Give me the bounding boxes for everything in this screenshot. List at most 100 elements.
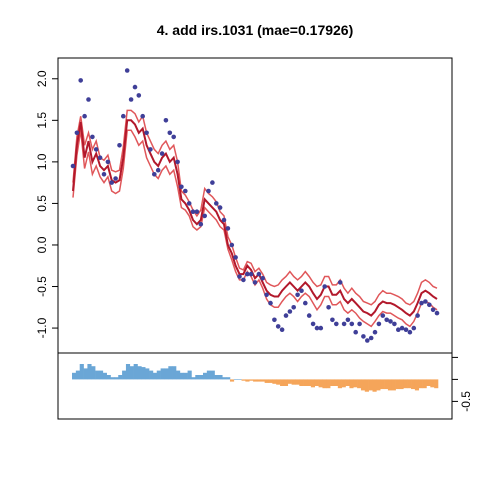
residual-bar (295, 379, 300, 385)
data-point (97, 155, 103, 160)
data-point (403, 327, 409, 333)
residual-bar (137, 366, 142, 380)
residual-bar (218, 375, 223, 380)
residual-bar (102, 372, 107, 380)
data-point (392, 321, 397, 327)
data-point (322, 284, 328, 289)
data-point (287, 309, 293, 314)
data-point (152, 172, 157, 177)
residual-bar (75, 370, 80, 380)
y-tick-label: 0.0 (35, 236, 49, 253)
data-point (159, 151, 165, 156)
data-point (388, 319, 393, 324)
data-point (264, 292, 269, 298)
residual-bar (341, 379, 346, 388)
data-point (210, 180, 215, 185)
data-point (256, 271, 262, 277)
residual-bar (83, 368, 88, 380)
residual-bar (307, 379, 312, 386)
data-point (206, 188, 211, 194)
fit-layer (72, 119, 438, 317)
data-point (349, 321, 355, 327)
data-point (179, 184, 184, 190)
data-point (419, 300, 424, 306)
y-tick-label: -0.5 (35, 276, 49, 297)
data-point (70, 163, 76, 169)
residual-bar (411, 379, 416, 390)
residual-bar (333, 379, 339, 386)
data-point (221, 217, 227, 223)
data-point (163, 118, 169, 123)
residual-plot-frame (57, 352, 453, 420)
data-point (175, 159, 180, 165)
residual-bar (299, 379, 304, 386)
data-point (105, 159, 111, 165)
residual-bar (152, 372, 158, 380)
data-point (148, 147, 153, 152)
data-point (283, 313, 289, 318)
data-point (101, 172, 107, 177)
data-point (430, 307, 436, 313)
main-y-axis: -1.0 -0.5 0.0 0.5 1.0 1.5 2.0 (35, 70, 59, 338)
data-point (171, 134, 176, 140)
data-point (260, 275, 266, 281)
residual-bar (114, 377, 119, 380)
data-point (74, 130, 80, 136)
residual-y-axis: -0.5 (452, 356, 473, 412)
residual-bar (364, 379, 369, 392)
data-point (384, 317, 390, 323)
residual-bar (272, 379, 277, 384)
residual-bar (430, 379, 435, 388)
data-point (380, 313, 386, 318)
data-point (357, 321, 362, 327)
residual-bar (380, 379, 385, 390)
data-point (128, 97, 134, 102)
residual-bar (195, 375, 200, 380)
data-point (368, 335, 374, 341)
residual-bar (368, 379, 373, 391)
residual-bar (202, 372, 208, 380)
data-point (275, 324, 281, 329)
data-point (93, 147, 99, 152)
residual-bar (226, 377, 231, 380)
residual-bar (345, 379, 350, 386)
data-point (314, 325, 320, 331)
residual-bar (160, 368, 165, 380)
residual-bar (391, 379, 396, 391)
data-point (90, 134, 95, 140)
residual-bar (149, 370, 154, 380)
data-point (411, 325, 417, 331)
residual-bar (264, 379, 269, 383)
data-point (202, 213, 207, 219)
residual-bar (372, 379, 377, 392)
residual-bar (176, 370, 181, 380)
data-point (252, 280, 258, 285)
residual-bar (330, 379, 335, 386)
data-point (217, 205, 223, 210)
residual-bar (399, 379, 404, 390)
main-plot-frame (57, 57, 453, 354)
residual-bar (214, 375, 219, 380)
data-point (399, 325, 405, 331)
data-point (376, 321, 382, 327)
data-point (229, 242, 235, 248)
chart-title: 4. add irs.1031 (mae=0.17926) (157, 22, 354, 38)
data-point (190, 209, 196, 214)
data-point (144, 130, 149, 136)
residual-bar (237, 379, 242, 380)
fit-line (72, 119, 438, 317)
residual-bar (303, 379, 308, 386)
data-point (86, 97, 91, 102)
residual-bar (110, 377, 115, 380)
residual-bar (260, 379, 265, 382)
band-upper-line (72, 109, 438, 306)
data-point (132, 84, 138, 90)
residual-bar (106, 375, 111, 380)
data-point (186, 201, 192, 206)
data-point (113, 176, 118, 181)
data-point (427, 302, 432, 308)
data-point (303, 300, 308, 306)
data-point (434, 310, 440, 316)
residual-bar (164, 368, 169, 380)
